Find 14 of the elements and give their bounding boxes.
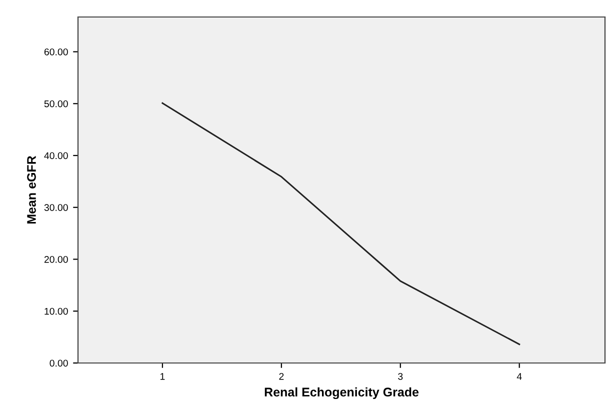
y-tick-label: 30.00 xyxy=(44,204,68,211)
y-tick-label: 20.00 xyxy=(44,256,68,263)
y-tick-label: 50.00 xyxy=(44,100,68,108)
x-tick-label: 2 xyxy=(279,372,284,380)
x-tick-label: 4 xyxy=(516,373,522,380)
y-tick-label: 60.00 xyxy=(44,48,68,56)
y-tick-label: 10.00 xyxy=(44,308,68,315)
x-tick-label: 3 xyxy=(398,372,403,380)
y-tick-label: 0.00 xyxy=(50,360,68,367)
line-series xyxy=(162,102,520,346)
x-tick-label: 1 xyxy=(160,373,165,380)
y-axis-title: Mean eGFR xyxy=(27,156,36,224)
y-tick-label: 40.00 xyxy=(44,152,68,160)
x-axis-title: Renal Echogenicity Grade xyxy=(264,387,419,400)
